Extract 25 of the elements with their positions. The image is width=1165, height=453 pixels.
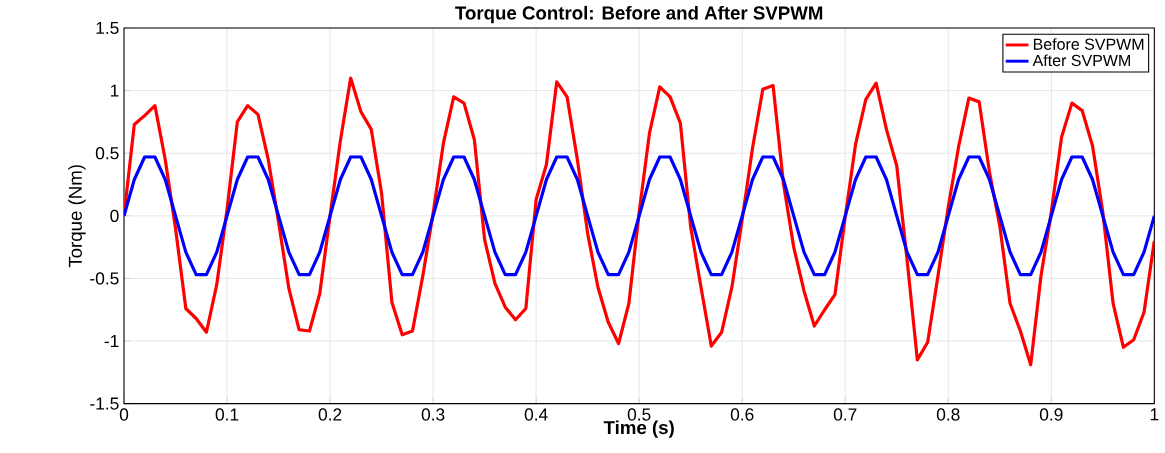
x-tick-label: 0.1	[215, 408, 239, 421]
y-tick-label: -1	[104, 335, 119, 348]
x-tick-label: 0.2	[318, 408, 342, 421]
legend-label: Before SVPWM	[1033, 38, 1144, 50]
y-tick-label: -1.5	[90, 397, 119, 410]
line-series	[124, 155, 1155, 277]
x-tick-label: 1	[1150, 408, 1159, 421]
x-tick-label: 0	[119, 408, 129, 421]
y-tick-label: 0	[110, 209, 119, 222]
y-tick-label: 1	[110, 84, 119, 97]
x-tick-label: 0.6	[730, 408, 754, 421]
x-tick-label: 0.8	[936, 408, 960, 421]
chart-title: Torque Control: Before and After SVPWM	[455, 5, 823, 24]
x-tick-label: 0.4	[524, 408, 548, 421]
x-tick-label: 0.9	[1039, 408, 1063, 421]
line-series	[124, 76, 1155, 367]
y-tick-label: 1.5	[96, 21, 119, 35]
x-tick-label: 0.5	[627, 408, 651, 421]
x-tick-label: 0.3	[421, 408, 445, 421]
y-tick-label: 0.5	[95, 147, 119, 160]
x-axis-title: Time (s)	[603, 420, 674, 438]
legend-label: After SVPWM	[1032, 54, 1130, 67]
x-tick-label: 0.7	[833, 408, 857, 421]
y-tick-label: -0.5	[90, 272, 119, 285]
y-axis-title: Torque (Nm)	[68, 165, 86, 268]
